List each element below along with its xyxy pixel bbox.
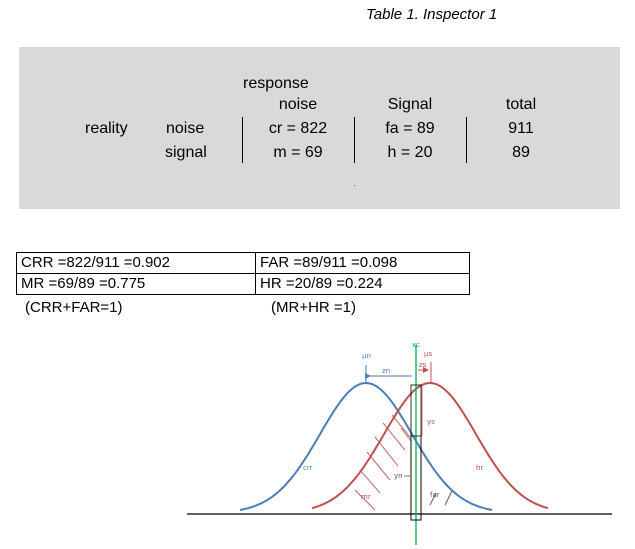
rates-table: CRR =822/911 =0.902 FAR =89/911 =0.098 M… [16, 252, 470, 295]
label-mu-n: μn [362, 352, 371, 360]
label-z-n: zn [382, 367, 390, 375]
cell-miss: m = 69 [273, 144, 323, 161]
label-mr: mr [361, 493, 371, 501]
table-row: CRR =822/911 =0.902 FAR =89/911 =0.098 [16, 252, 470, 274]
table-divider-middle [354, 117, 355, 163]
label-y-s: ys [427, 418, 435, 426]
rate-crr: CRR =822/911 =0.902 [16, 252, 256, 274]
label-hr: hr [476, 464, 483, 472]
label-y-n: yn [394, 472, 403, 480]
row-header-signal: signal [165, 144, 207, 161]
table-row: MR =69/89 =0.775 HR =20/89 =0.224 [16, 273, 470, 295]
column-header-signal: Signal [387, 96, 433, 113]
label-crr: crr [303, 464, 313, 472]
table-divider-right [466, 117, 467, 163]
note-crr-far: (CRR+FAR=1) [25, 299, 123, 316]
label-far: far [430, 491, 440, 499]
table-divider-left [242, 117, 243, 163]
column-header-total: total [505, 96, 537, 113]
note-mr-hr: (MR+HR =1) [271, 299, 357, 316]
signal-distribution-curve [311, 381, 549, 510]
label-x-c: xc [412, 341, 420, 349]
column-header-noise: noise [278, 96, 318, 113]
row-group-reality: reality [85, 120, 128, 137]
cell-signal-total: 89 [512, 144, 530, 161]
table-caption: Table 1. Inspector 1 [366, 6, 498, 23]
rate-far: FAR =89/911 =0.098 [255, 252, 470, 274]
rate-mr: MR =69/89 =0.775 [16, 273, 256, 295]
criterion-box-lower [410, 435, 422, 521]
contingency-table-panel [19, 47, 620, 209]
cell-noise-total: 911 [508, 120, 534, 137]
rate-hr: HR =20/89 =0.224 [255, 273, 470, 295]
panel-dot [354, 185, 355, 186]
cell-false-alarm: fa = 89 [385, 120, 435, 137]
row-header-noise: noise [166, 120, 205, 137]
cell-hit: h = 20 [387, 144, 433, 161]
label-z-s: zs [419, 361, 427, 369]
noise-distribution-curve [239, 381, 493, 511]
cell-correct-rejection: cr = 822 [268, 120, 328, 137]
false-alarm-region-hatch [429, 490, 453, 506]
label-mu-s: μs [424, 350, 432, 358]
response-header: response [243, 75, 309, 92]
